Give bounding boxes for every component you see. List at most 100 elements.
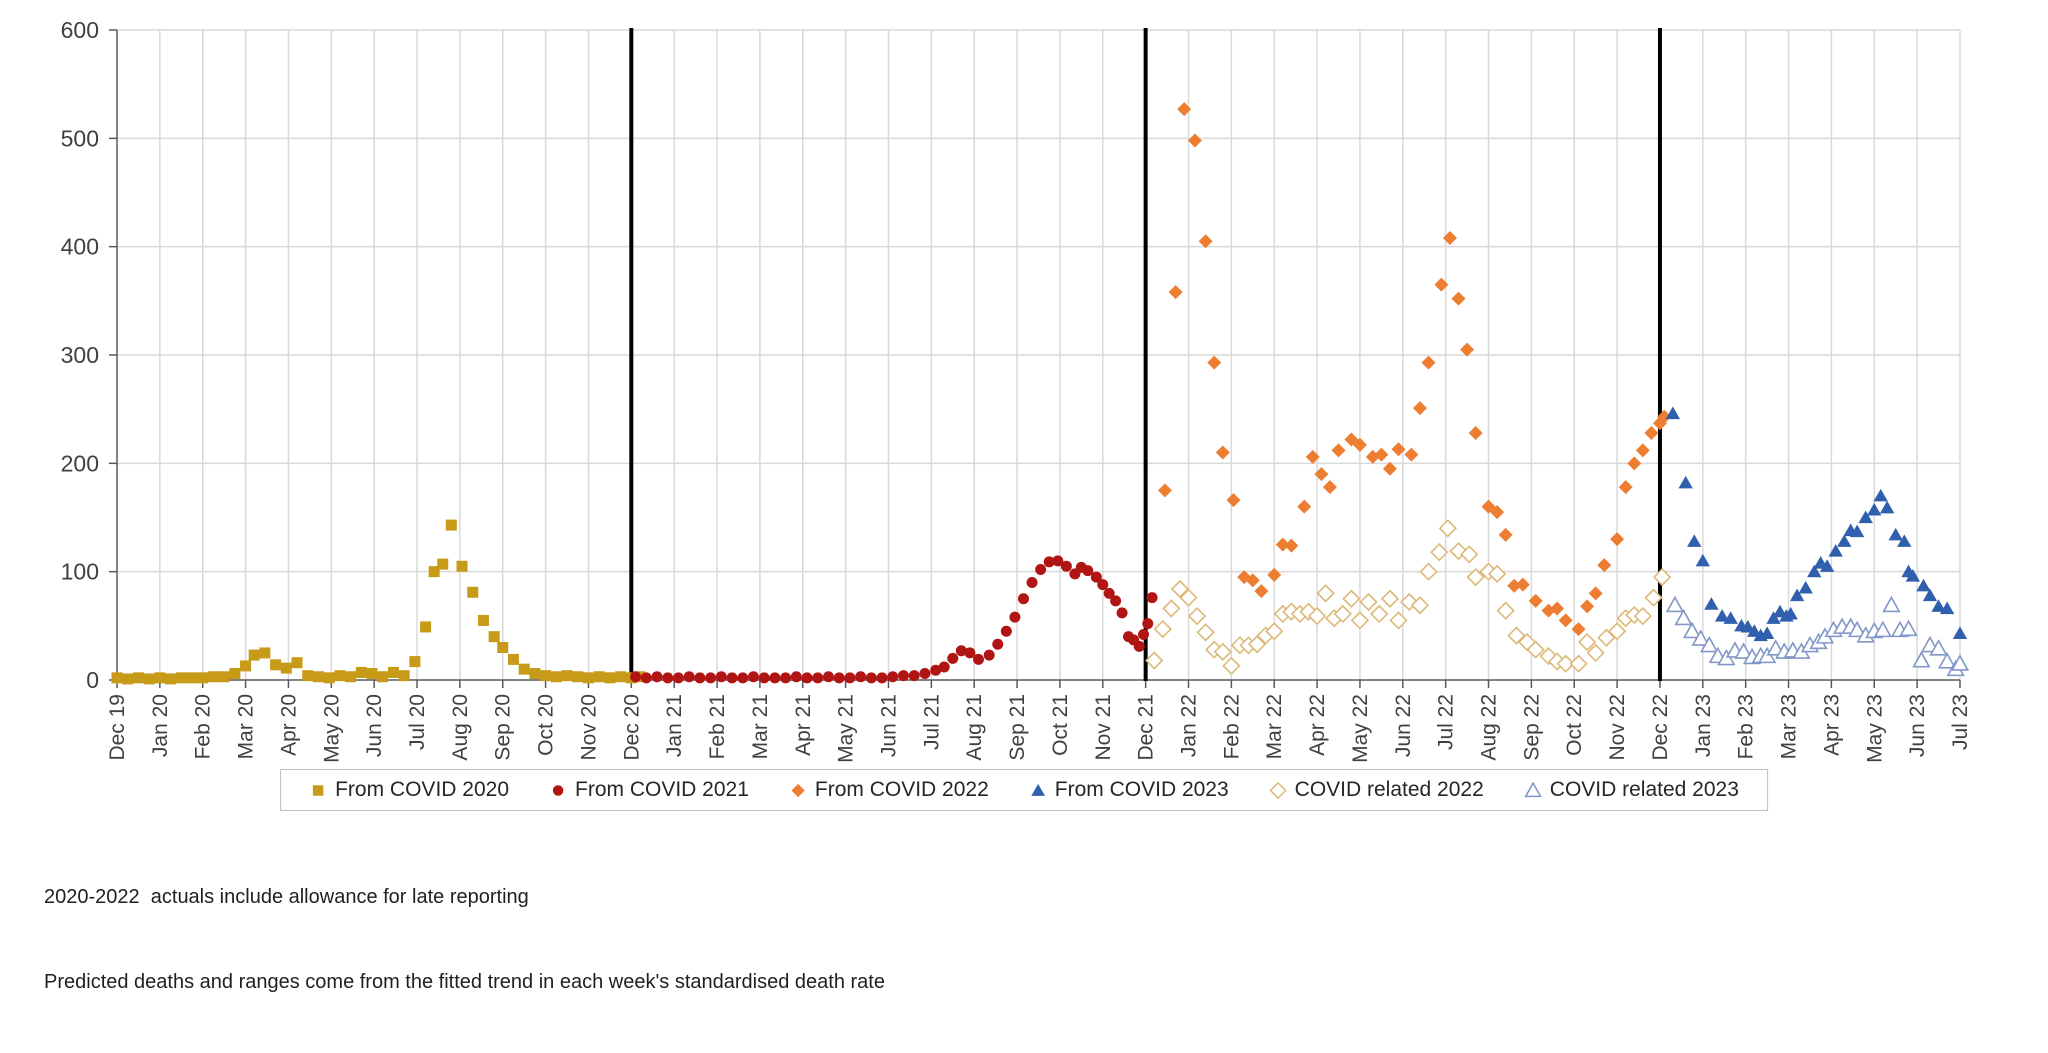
data-point xyxy=(1652,567,1672,587)
open-triangle-marker-icon xyxy=(1524,781,1542,798)
footnote-line-2: Predicted deaths and ranges come from th… xyxy=(44,970,885,993)
legend-item-from-covid-2021: From COVID 2021 xyxy=(549,778,749,802)
data-point xyxy=(1723,611,1738,624)
data-point xyxy=(1468,426,1483,440)
data-point xyxy=(1847,620,1867,638)
data-point xyxy=(1400,592,1419,612)
data-point xyxy=(398,670,410,682)
data-point xyxy=(1145,651,1164,670)
data-point xyxy=(1391,442,1406,457)
data-point xyxy=(1297,499,1312,514)
data-point xyxy=(1759,626,1775,640)
data-point xyxy=(561,670,573,682)
data-point xyxy=(1322,480,1337,495)
svg-text:200: 200 xyxy=(61,450,99,476)
data-point xyxy=(662,672,674,684)
data-point xyxy=(1198,234,1213,249)
data-point xyxy=(1783,606,1798,620)
data-point xyxy=(1867,502,1882,516)
data-point xyxy=(1597,558,1612,573)
data-point xyxy=(280,662,292,674)
data-point xyxy=(1247,635,1267,654)
data-point xyxy=(1026,577,1038,588)
data-point xyxy=(1275,537,1290,552)
data-point xyxy=(1577,632,1597,652)
data-point xyxy=(683,671,695,683)
svg-text:Sep 21: Sep 21 xyxy=(1006,694,1029,761)
data-point xyxy=(1222,656,1241,676)
svg-text:Aug 20: Aug 20 xyxy=(449,694,472,761)
data-point xyxy=(1682,621,1702,639)
filled-triangle-marker-icon xyxy=(1030,783,1045,796)
data-point xyxy=(1807,564,1822,578)
legend-item-from-covid-2020: From COVID 2020 xyxy=(309,778,509,802)
data-point xyxy=(1952,626,1968,640)
data-point xyxy=(456,560,468,572)
data-point xyxy=(964,647,976,659)
data-point xyxy=(1177,102,1192,117)
data-point xyxy=(1819,559,1835,572)
data-point xyxy=(165,673,177,685)
svg-text:Feb 20: Feb 20 xyxy=(192,694,215,759)
data-point xyxy=(1421,355,1436,370)
svg-text:Oct 21: Oct 21 xyxy=(1049,694,1072,756)
data-point xyxy=(1905,569,1921,582)
data-point xyxy=(1030,783,1045,796)
data-point xyxy=(1097,579,1109,591)
data-point xyxy=(1245,573,1260,588)
svg-text:Feb 22: Feb 22 xyxy=(1220,694,1243,759)
data-point xyxy=(947,652,959,664)
data-point xyxy=(312,671,324,683)
data-point xyxy=(345,671,357,683)
data-point xyxy=(1912,651,1931,668)
data-point xyxy=(1207,355,1222,370)
data-point xyxy=(1858,510,1873,524)
data-point xyxy=(1487,564,1507,583)
data-point xyxy=(552,785,564,796)
data-point xyxy=(1187,606,1207,626)
data-point xyxy=(983,649,995,661)
data-point xyxy=(1438,519,1457,538)
data-point xyxy=(833,672,845,684)
data-point xyxy=(1569,654,1588,673)
data-point xyxy=(1498,527,1513,542)
data-point xyxy=(428,566,440,578)
data-point xyxy=(1665,406,1681,420)
data-point xyxy=(1597,628,1616,647)
svg-text:Apr 20: Apr 20 xyxy=(277,694,300,756)
data-point xyxy=(1142,618,1154,630)
data-point xyxy=(694,672,706,684)
data-point xyxy=(593,671,605,683)
data-point xyxy=(1588,586,1603,601)
svg-text:Jun 23: Jun 23 xyxy=(1906,694,1929,757)
data-point xyxy=(1137,629,1149,640)
data-point xyxy=(1695,553,1711,567)
data-point xyxy=(1226,493,1241,508)
data-point xyxy=(197,672,209,684)
svg-text:Jul 23: Jul 23 xyxy=(1949,694,1972,750)
svg-text:300: 300 xyxy=(61,342,99,368)
data-point xyxy=(259,647,271,659)
data-point xyxy=(1060,560,1072,572)
data-point xyxy=(1157,483,1172,498)
svg-text:Jan 22: Jan 22 xyxy=(1178,694,1201,757)
data-point xyxy=(1460,545,1479,564)
data-point xyxy=(240,660,252,672)
open-diamond-marker-icon xyxy=(1268,781,1287,799)
data-point xyxy=(1382,461,1397,476)
data-point xyxy=(1849,524,1865,538)
data-point xyxy=(1556,654,1575,673)
series-from-covid-2022 xyxy=(1157,102,1672,637)
data-point xyxy=(1657,409,1672,424)
legend-item-covid-related-2022: COVID related 2022 xyxy=(1268,778,1484,802)
data-point xyxy=(507,653,519,665)
data-point xyxy=(409,656,421,668)
data-point xyxy=(1133,640,1145,652)
svg-text:Jul 22: Jul 22 xyxy=(1435,694,1458,750)
data-point xyxy=(1674,608,1693,626)
data-point xyxy=(477,614,489,626)
svg-text:Jul 21: Jul 21 xyxy=(920,694,943,750)
data-point xyxy=(1627,456,1642,471)
svg-text:600: 600 xyxy=(61,17,99,43)
legend-item-from-covid-2022: From COVID 2022 xyxy=(789,778,989,802)
